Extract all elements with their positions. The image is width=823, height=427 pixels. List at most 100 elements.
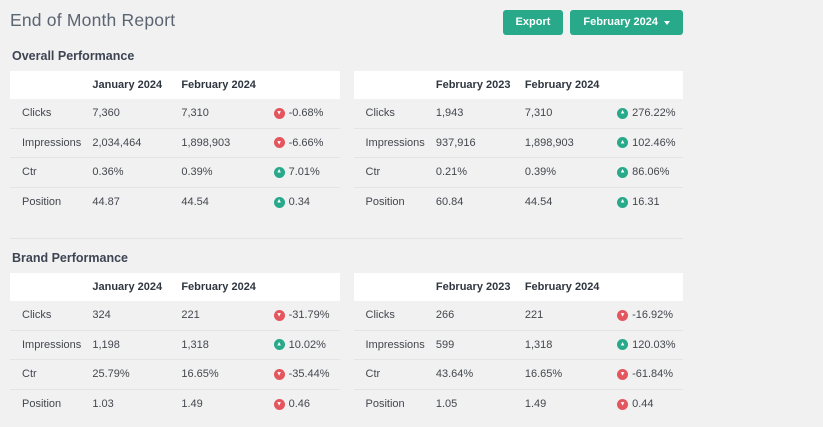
- value-period-1: 44.87: [92, 196, 120, 209]
- value-period-2: 1,898,903: [524, 136, 574, 149]
- table-row: Clicks 266 221 -16.92%: [353, 301, 683, 331]
- change-value: 276.22%: [632, 107, 676, 120]
- value-period-1: 60.84: [435, 196, 464, 209]
- metric-label: Position: [22, 398, 62, 411]
- value-period-1: 599: [435, 338, 455, 351]
- change-cell: 0.34: [273, 196, 340, 209]
- overall-yoy-table: February 2023 February 2024 Clicks 1,943…: [353, 71, 684, 218]
- table-row: Impressions 1,198 1,318 10.02%: [10, 331, 340, 360]
- value-period-1: 324: [92, 309, 111, 322]
- change-value: 0.46: [288, 398, 310, 411]
- change-cell: 276.22%: [617, 107, 683, 119]
- trend-arrow-icon: [617, 137, 629, 149]
- column-header-period-1: January 2024: [92, 281, 163, 293]
- metric-label: Position: [365, 398, 405, 411]
- metric-label: Clicks: [365, 107, 395, 120]
- metric-label: Position: [22, 196, 62, 209]
- value-period-1: 266: [435, 309, 455, 322]
- value-period-1: 2,034,464: [92, 136, 142, 149]
- change-cell: -61.84%: [617, 368, 683, 380]
- section-title: Brand Performance: [12, 251, 129, 265]
- section-title: Overall Performance: [12, 49, 135, 63]
- value-period-1: 43.64%: [435, 368, 474, 381]
- value-period-2: 16.65%: [181, 368, 219, 381]
- metric-label: Ctr: [22, 166, 37, 179]
- value-period-1: 1.05: [435, 398, 458, 411]
- table-row: Ctr 25.79% 16.65% -35.44%: [10, 360, 340, 390]
- tables-row: January 2024 February 2024 Clicks 7,360 …: [10, 71, 683, 217]
- table-row: Impressions 2,034,464 1,898,903 -6.66%: [10, 129, 340, 158]
- metric-label: Ctr: [365, 166, 381, 179]
- value-period-2: 7,310: [524, 107, 553, 120]
- table-row: Clicks 7,360 7,310 -0.68%: [10, 99, 340, 129]
- table-header-row: January 2024 February 2024: [10, 71, 340, 99]
- table-row: Clicks 324 221 -31.79%: [10, 301, 340, 331]
- period-dropdown-button[interactable]: February 2024: [570, 10, 683, 35]
- change-value: 0.44: [632, 398, 654, 411]
- change-value: 10.02%: [288, 338, 326, 351]
- trend-arrow-icon: [617, 309, 629, 321]
- change-value: 16.31: [632, 196, 660, 209]
- table-row: Ctr 0.21% 0.39% 86.06%: [353, 158, 683, 188]
- table-header-row: February 2023 February 2024: [353, 71, 683, 99]
- value-period-2: 1,318: [181, 338, 209, 351]
- metric-label: Impressions: [22, 338, 82, 351]
- section-overall-performance: Overall Performance January 2024 Februar…: [10, 49, 683, 217]
- section-brand-performance: Brand Performance January 2024 February …: [10, 251, 683, 419]
- change-value: -6.66%: [288, 136, 324, 149]
- change-value: 86.06%: [632, 166, 670, 179]
- value-period-2: 1.49: [181, 398, 203, 411]
- trend-arrow-icon: [273, 166, 285, 178]
- table-row: Position 60.84 44.54 16.31: [354, 188, 684, 218]
- column-header-period-2: February 2024: [524, 79, 600, 91]
- brand-mom-table: January 2024 February 2024 Clicks 324 22…: [10, 273, 340, 419]
- value-period-1: 0.21%: [435, 166, 468, 179]
- change-cell: 120.03%: [617, 339, 683, 351]
- table-header-row: January 2024 February 2024: [10, 273, 340, 301]
- column-header-period-1: January 2024: [92, 79, 163, 91]
- trend-arrow-icon: [273, 398, 285, 410]
- value-period-2: 7,310: [181, 107, 209, 120]
- change-cell: 102.46%: [617, 137, 683, 149]
- change-value: -61.84%: [632, 368, 674, 381]
- table-row: Ctr 0.36% 0.39% 7.01%: [10, 158, 340, 188]
- metric-label: Impressions: [365, 136, 425, 149]
- change-cell: -35.44%: [273, 368, 340, 381]
- metric-label: Clicks: [22, 107, 52, 120]
- report-page: End of Month Report Export February 2024…: [0, 0, 683, 419]
- trend-arrow-icon: [617, 196, 629, 208]
- export-button[interactable]: Export: [502, 10, 564, 35]
- change-cell: -6.66%: [273, 136, 340, 149]
- section-divider: [10, 238, 683, 239]
- change-value: -0.68%: [288, 107, 324, 120]
- value-period-2: 16.65%: [524, 368, 563, 381]
- change-cell: -0.68%: [273, 107, 340, 120]
- trend-arrow-icon: [617, 107, 629, 119]
- value-period-2: 0.39%: [181, 166, 213, 179]
- change-cell: -16.92%: [617, 309, 683, 321]
- value-period-2: 44.54: [181, 196, 209, 209]
- value-period-2: 0.39%: [524, 166, 557, 179]
- trend-arrow-icon: [273, 196, 285, 208]
- change-value: 0.34: [288, 196, 310, 209]
- table-row: Position 1.05 1.49 0.44: [354, 390, 684, 420]
- value-period-1: 1,198: [92, 338, 120, 351]
- change-cell: 7.01%: [273, 166, 340, 179]
- trend-arrow-icon: [617, 368, 629, 380]
- column-header-period-1: February 2023: [435, 79, 511, 91]
- value-period-1: 7,360: [92, 107, 120, 120]
- table-header-row: February 2023 February 2024: [353, 273, 683, 301]
- chevron-down-icon: [664, 20, 670, 25]
- change-value: -35.44%: [288, 368, 330, 381]
- value-period-1: 1.03: [92, 398, 114, 411]
- value-period-2: 1,318: [524, 338, 553, 351]
- change-value: -16.92%: [632, 309, 674, 322]
- metric-label: Impressions: [22, 136, 82, 149]
- change-cell: 0.46: [273, 398, 340, 411]
- change-cell: 10.02%: [273, 338, 340, 351]
- metric-label: Ctr: [22, 368, 37, 381]
- value-period-1: 1,943: [435, 107, 464, 120]
- change-value: 7.01%: [288, 166, 320, 179]
- header-actions: Export February 2024: [502, 10, 683, 35]
- trend-arrow-icon: [617, 398, 629, 410]
